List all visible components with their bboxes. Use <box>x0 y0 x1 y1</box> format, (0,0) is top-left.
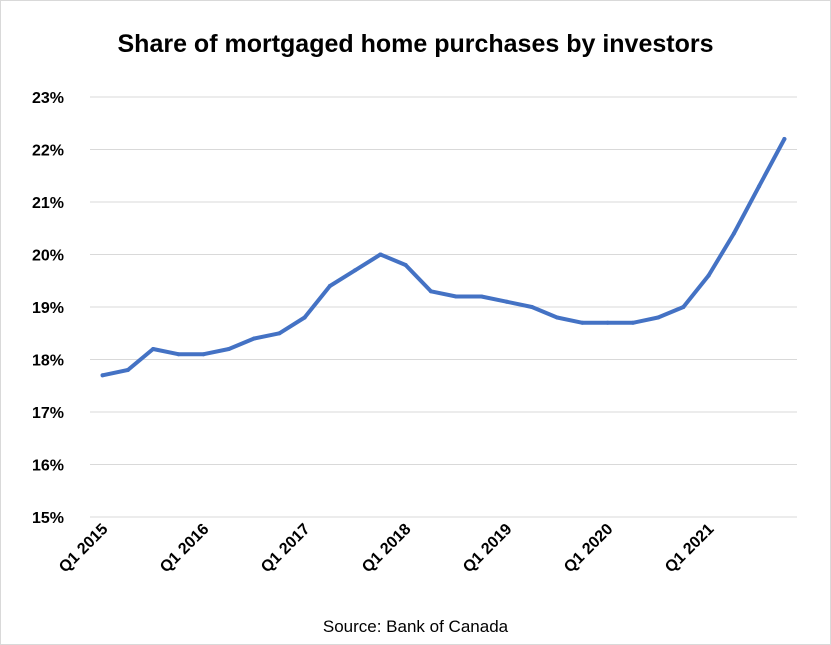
data-point <box>479 294 484 299</box>
x-tick-label: Q1 2018 <box>359 521 414 576</box>
y-tick-label: 22% <box>32 143 64 160</box>
y-tick-label: 19% <box>32 300 64 317</box>
data-point <box>757 184 762 189</box>
data-point <box>302 315 307 320</box>
data-point <box>681 305 686 309</box>
data-point <box>252 336 257 341</box>
x-tick-label: Q1 2019 <box>460 521 515 576</box>
data-point <box>580 320 585 325</box>
series-line <box>100 137 787 378</box>
data-point <box>428 289 433 294</box>
x-tick-label: Q1 2015 <box>56 521 111 576</box>
y-axis-tick-labels: 15% 16% 17% 18% 19% 20% 21% 22% 23% <box>32 90 64 527</box>
data-point <box>656 315 661 320</box>
x-tick-label: Q1 2020 <box>561 521 616 576</box>
x-tick-label: Q1 2017 <box>258 521 313 576</box>
chart-title: Share of mortgaged home purchases by inv… <box>117 30 714 58</box>
investor-share-line <box>100 137 787 378</box>
y-tick-label: 16% <box>32 458 64 475</box>
data-point <box>277 331 282 336</box>
data-point <box>125 368 130 372</box>
y-tick-label: 21% <box>32 195 64 212</box>
data-point <box>605 320 610 325</box>
data-point <box>353 268 358 273</box>
data-point <box>706 273 711 278</box>
data-point <box>100 373 105 378</box>
data-point <box>555 315 560 320</box>
y-tick-label: 18% <box>32 353 64 370</box>
y-tick-label: 20% <box>32 248 64 265</box>
data-point <box>529 305 534 309</box>
data-point <box>201 352 206 357</box>
x-axis-tick-labels: Q1 2015 Q1 2016 Q1 2017 Q1 2018 Q1 2019 Q1 20… <box>56 521 717 576</box>
data-point <box>378 252 383 257</box>
data-point <box>151 347 156 351</box>
x-tick-label: Q1 2016 <box>157 521 212 576</box>
y-tick-label: 17% <box>32 405 64 422</box>
gridlines <box>90 96 797 518</box>
data-point <box>630 320 635 325</box>
data-point <box>403 263 408 267</box>
data-point <box>782 137 787 141</box>
source-note: Source: Bank of Canada <box>322 617 509 636</box>
y-tick-label: 15% <box>32 510 64 527</box>
data-point <box>731 231 736 236</box>
data-point <box>504 299 509 304</box>
data-point <box>454 294 459 299</box>
data-point <box>226 347 231 351</box>
data-point <box>176 352 181 357</box>
data-point <box>327 284 332 288</box>
y-tick-label: 23% <box>32 90 64 107</box>
x-tick-label: Q1 2021 <box>662 521 717 576</box>
